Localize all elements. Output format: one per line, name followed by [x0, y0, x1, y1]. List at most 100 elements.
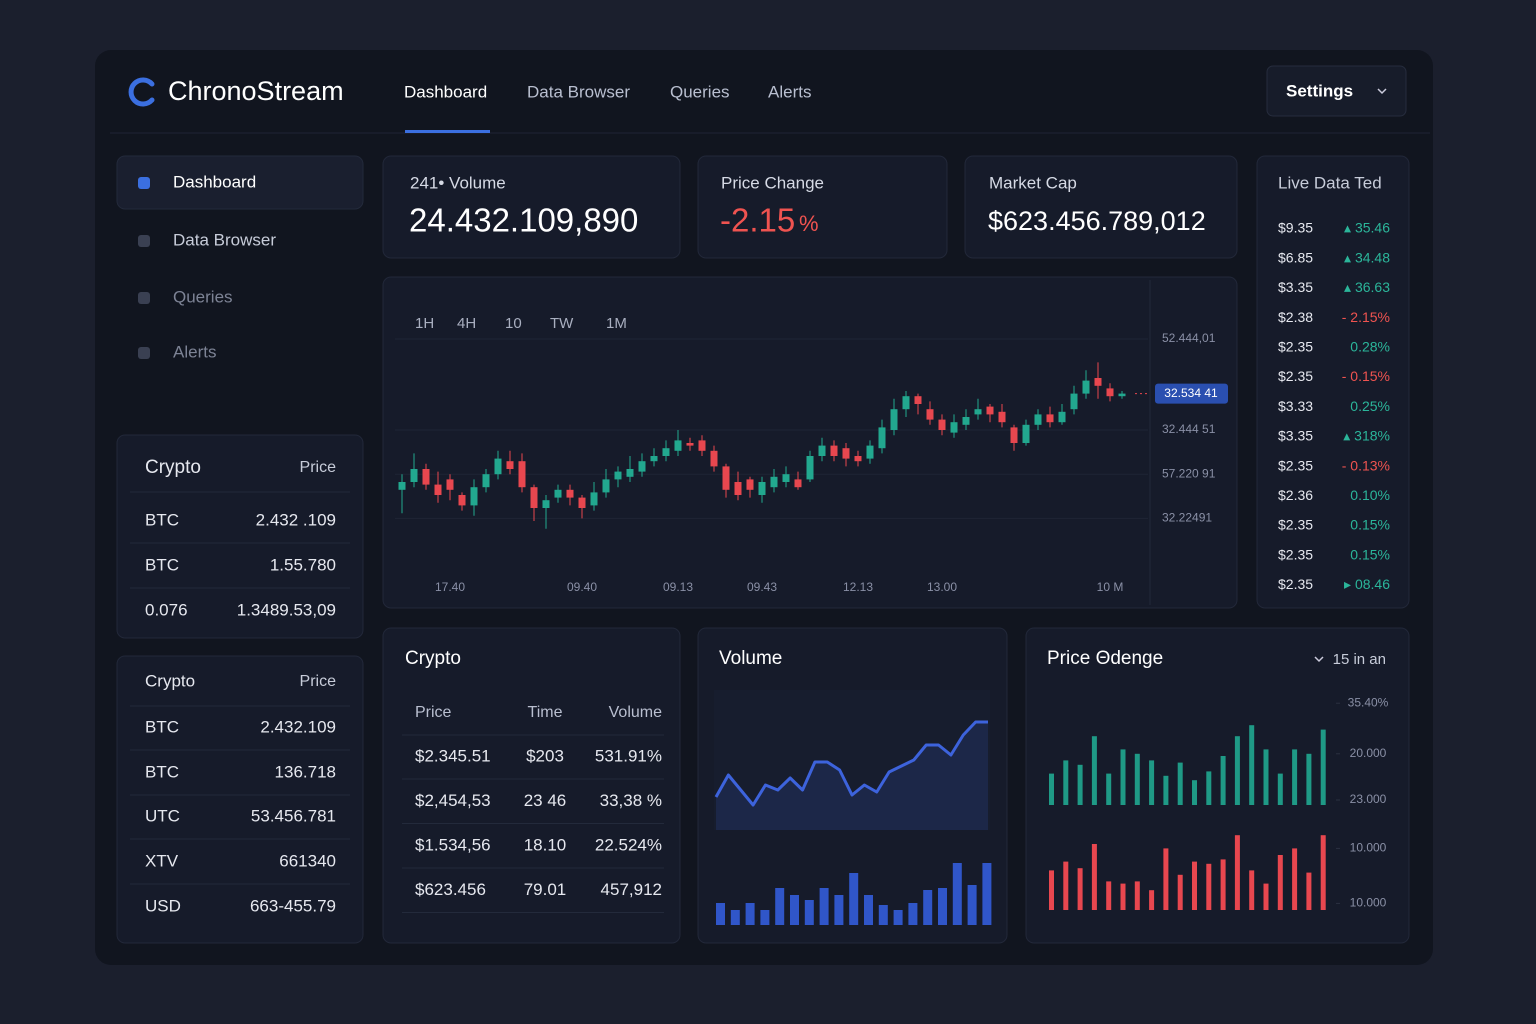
- timeframe-button[interactable]: 1H: [415, 315, 434, 332]
- nav-tab: Dashboard: [404, 82, 487, 101]
- table-header: Crypto: [145, 457, 201, 478]
- candle-body: [674, 440, 682, 451]
- sidebar-icon: [138, 177, 150, 189]
- volume-bar: [908, 903, 918, 925]
- live-change: ▸ 08.46: [1344, 576, 1390, 592]
- table-cell: $1.534,56: [415, 835, 491, 854]
- live-change: ▴ 36.63: [1344, 279, 1390, 295]
- candle-body: [770, 476, 778, 488]
- candle-body: [1106, 388, 1114, 397]
- stat-label: Market Cap: [989, 173, 1077, 192]
- candle-body: [914, 396, 922, 404]
- bar: [1192, 861, 1197, 910]
- candle-body: [518, 461, 526, 488]
- x-tick-label: 09.40: [567, 580, 597, 594]
- candle-body: [986, 406, 994, 415]
- sidebar-item[interactable]: Alerts: [173, 342, 216, 361]
- table-cell: BTC: [145, 510, 179, 529]
- candle-body: [998, 411, 1006, 423]
- candle-body: [626, 469, 634, 477]
- candle-body: [650, 456, 658, 462]
- stat-card: [697, 155, 948, 259]
- stat-label: Price Change: [721, 173, 824, 192]
- candle-body: [1010, 427, 1018, 443]
- bar: [1163, 775, 1169, 805]
- chevron: [1314, 656, 1324, 663]
- bar: [1320, 835, 1326, 910]
- dropdown[interactable]: 15 in an: [1333, 651, 1386, 668]
- candle-body: [506, 461, 514, 469]
- live-change: 0.25%: [1350, 398, 1390, 414]
- candle-body: [734, 482, 742, 495]
- settings-button[interactable]: [1266, 65, 1407, 117]
- bar: [1220, 859, 1226, 910]
- candle-body: [1070, 393, 1078, 410]
- live-change: ▴ 35.46: [1344, 220, 1390, 236]
- bar: [1091, 736, 1097, 805]
- bar: [1063, 861, 1069, 910]
- sidebar-item[interactable]: Dashboard: [173, 172, 256, 191]
- table-cell: UTC: [145, 806, 180, 825]
- volume-bar: [938, 888, 947, 925]
- candle-body: [926, 409, 934, 420]
- live-change: - 2.15%: [1342, 309, 1390, 325]
- table-cell: 663-455.79: [250, 896, 336, 915]
- table-cell: XTV: [145, 851, 179, 870]
- bar: [1292, 848, 1298, 910]
- nav-tab: Queries: [670, 82, 730, 101]
- candle-body: [530, 487, 538, 508]
- sidebar-item[interactable]: Data Browser: [173, 230, 276, 249]
- nav-tab: Alerts: [768, 82, 811, 101]
- bar: [1292, 749, 1298, 805]
- bar: [1049, 870, 1054, 910]
- table-cell: 2.432 .109: [256, 510, 336, 529]
- volume-bar: [952, 863, 962, 925]
- live-price: $2.38: [1278, 309, 1313, 325]
- candle-body: [794, 479, 802, 488]
- bar: [1106, 773, 1112, 805]
- live-price: $2.35: [1278, 576, 1313, 592]
- bar: [1320, 729, 1326, 805]
- table-card: [116, 655, 364, 944]
- live-change: 0.28%: [1350, 339, 1390, 355]
- timeframe-button[interactable]: 1M: [606, 315, 627, 332]
- stat-unit: %: [799, 211, 819, 236]
- volume-bar: [790, 895, 799, 925]
- y-tick-label: 10.000: [1350, 896, 1387, 910]
- active-tab-underline: [405, 130, 490, 133]
- live-change: 0.15%: [1350, 546, 1390, 562]
- x-tick-label: 09.13: [663, 580, 693, 594]
- candle-body: [746, 479, 754, 490]
- live-price: $2.35: [1278, 339, 1313, 355]
- volume-bar: [893, 910, 903, 925]
- table-header: Price: [415, 704, 452, 721]
- candle-body: [962, 417, 970, 425]
- live-change: ▴ 34.48: [1344, 249, 1390, 265]
- bar: [1306, 753, 1312, 805]
- live-price: $6.85: [1278, 249, 1313, 265]
- bar: [1277, 855, 1283, 910]
- x-tick-label: 13.00: [927, 580, 957, 594]
- sidebar-active[interactable]: [116, 155, 364, 210]
- bar: [1234, 736, 1240, 805]
- bar: [1163, 848, 1169, 910]
- volume-bar: [745, 903, 755, 925]
- live-change: ▴ 318%: [1343, 428, 1390, 444]
- bar: [1206, 771, 1212, 805]
- table-cell: 136.718: [275, 762, 336, 781]
- timeframe-button[interactable]: 4H: [457, 315, 476, 332]
- live-price: $2.35: [1278, 457, 1313, 473]
- table-cell: 79.01: [524, 880, 567, 899]
- bar: [1049, 773, 1054, 805]
- table-cell: 1.3489.53,09: [237, 600, 336, 619]
- volume-bar: [878, 905, 888, 925]
- last-price-badge: [1155, 383, 1228, 404]
- timeframe-button[interactable]: TW: [550, 315, 574, 332]
- volume-bar: [864, 895, 873, 925]
- table-cell: BTC: [145, 762, 179, 781]
- table-cell: BTC: [145, 717, 179, 736]
- table-cell: 53.456.781: [251, 806, 336, 825]
- sidebar-item[interactable]: Queries: [173, 287, 233, 306]
- timeframe-button[interactable]: 10: [505, 315, 522, 332]
- bar: [1263, 749, 1269, 805]
